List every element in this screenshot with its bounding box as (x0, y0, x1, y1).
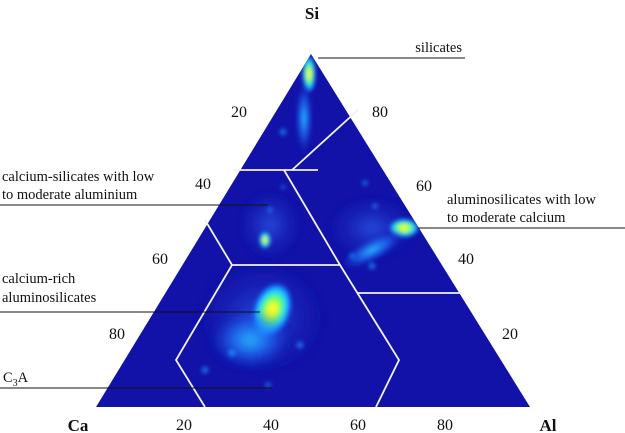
region-label-aluminosilicates-line2: to moderate calcium (447, 210, 566, 226)
tick-bottom-80: 80 (437, 417, 453, 433)
annotation-c3a: C3A (0, 370, 272, 389)
left-edge-ticks: 20 40 60 80 (109, 104, 247, 343)
c3a-subscript: 3 (13, 378, 18, 389)
tick-right-60: 60 (416, 178, 432, 195)
vertex-label-al: Al (540, 416, 557, 433)
spot-low-4 (295, 340, 305, 350)
tick-left-40: 40 (195, 176, 211, 193)
vertex-label-si: Si (305, 4, 319, 23)
tick-bottom-60: 60 (350, 417, 366, 433)
spot-mid-2 (280, 184, 286, 190)
region-label-calcium-rich-line2: aluminosilicates (2, 290, 97, 306)
hotspot-calcium-silicates (259, 231, 271, 249)
region-label-calcium-rich-line1: calcium-rich (2, 271, 76, 287)
region-label-silicates: silicates (415, 40, 462, 56)
spot-right-4 (348, 252, 356, 260)
boundary-silicates-right (291, 109, 359, 171)
annotation-silicates: silicates (318, 40, 465, 59)
tick-bottom-40: 40 (263, 417, 279, 433)
vertex-label-ca: Ca (68, 416, 89, 433)
tick-right-40: 40 (458, 251, 474, 268)
tick-right-20: 20 (502, 326, 518, 343)
spot-low-2 (200, 365, 210, 375)
tick-left-20: 20 (231, 104, 247, 121)
annotation-calcium-silicates: calcium-silicates with low to moderate a… (0, 169, 268, 206)
spot-right-3 (367, 261, 377, 271)
spot-right-2 (371, 202, 379, 210)
region-label-c3a: C3A (3, 370, 29, 389)
region-label-aluminosilicates-line1: aluminosilicates with low (447, 192, 597, 208)
spot-mid-1 (266, 206, 274, 214)
boundary-calcium-silicates (204, 169, 342, 266)
density-heatmap (192, 54, 420, 389)
region-label-calcium-silicates-line2: to moderate aluminium (2, 187, 138, 203)
glow-middle (236, 187, 304, 263)
spot-low-1 (226, 347, 238, 359)
region-boundaries (174, 109, 464, 408)
spot-upper-left (278, 127, 288, 137)
tick-left-80: 80 (109, 326, 125, 343)
spot-low-3 (264, 381, 272, 389)
streak-silicates (295, 80, 313, 156)
spot-right-1 (361, 179, 369, 187)
right-edge-ticks: 80 60 40 20 (372, 104, 518, 343)
tick-bottom-20: 20 (176, 417, 192, 433)
bottom-edge-ticks: 20 40 60 80 (176, 417, 453, 433)
c3a-a: A (18, 370, 29, 386)
region-label-calcium-silicates-line1: calcium-silicates with low (2, 169, 155, 185)
annotation-aluminosilicates: aluminosilicates with low to moderate ca… (418, 192, 625, 229)
c3a-c: C (3, 370, 13, 386)
tick-left-60: 60 (152, 251, 168, 268)
annotation-calcium-rich: calcium-rich aluminosilicates (0, 271, 260, 313)
tick-right-80: 80 (372, 104, 388, 121)
cloud-calcium-rich (208, 310, 292, 370)
boundary-calcium-rich (174, 264, 233, 408)
boundary-calcium-rich-right (339, 264, 401, 408)
streak-aluminosilicates (339, 230, 405, 270)
